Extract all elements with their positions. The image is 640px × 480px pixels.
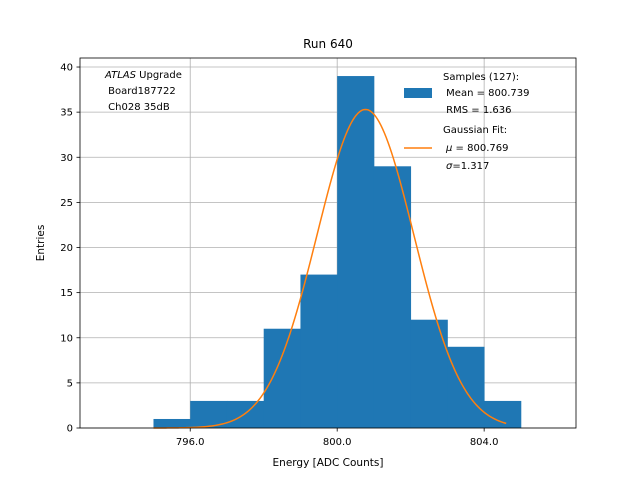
- histogram-bar: [263, 328, 301, 428]
- y-tick-label: 40: [60, 63, 73, 74]
- y-tick-label: 15: [60, 288, 73, 299]
- histogram-bar: [373, 166, 412, 429]
- y-tick-label: 35: [60, 108, 73, 119]
- x-axis-label: Energy [ADC Counts]: [273, 457, 384, 469]
- atlas-annotation: ATLAS Upgrade Board187722 Ch028 35dB: [104, 70, 182, 113]
- x-tick-label: 804.0: [470, 437, 499, 448]
- histogram-bar: [484, 400, 522, 428]
- y-tick-label: 10: [60, 333, 73, 344]
- legend-samples-line-3: RMS = 1.636: [443, 105, 511, 116]
- annotation-line-1: ATLAS Upgrade: [104, 70, 182, 81]
- histogram-bar: [447, 346, 485, 428]
- legend-sigma-symbol: σ: [446, 161, 453, 172]
- histogram-bar: [153, 418, 191, 428]
- histogram-bar: [337, 76, 375, 429]
- annotation-line-3: Ch028 35dB: [105, 102, 170, 113]
- plot-frame: [79, 57, 577, 429]
- legend-mu-value: = 800.769: [452, 143, 508, 154]
- annotation-upgrade-word: Upgrade: [136, 70, 182, 81]
- x-tick-label: 800.0: [323, 437, 352, 448]
- histogram-bar: [226, 400, 265, 428]
- legend-samples-swatch: [404, 88, 432, 98]
- legend-samples-line-1: Samples (127):: [443, 72, 519, 83]
- y-tick-label: 20: [60, 243, 73, 254]
- y-tick-label: 30: [60, 153, 73, 164]
- y-tick-label: 25: [60, 198, 73, 209]
- legend: Samples (127): Mean = 800.739 RMS = 1.63…: [404, 72, 530, 172]
- fit-layer: [153, 108, 507, 429]
- x-tick-label: 796.0: [176, 437, 205, 448]
- gaussian-fit-curve: [153, 108, 507, 429]
- y-tick-label: 0: [67, 424, 73, 435]
- legend-samples-line-2: Mean = 800.739: [443, 88, 530, 99]
- annotation-atlas-word: ATLAS: [104, 70, 137, 81]
- x-axis-ticks: 796.0 800.0 804.0: [176, 428, 499, 448]
- legend-fit-sigma: σ=1.317: [446, 161, 489, 172]
- legend-fit-title: Gaussian Fit:: [443, 125, 507, 136]
- annotation-line-2: Board187722: [105, 86, 176, 97]
- chart-title: Run 640: [303, 37, 353, 51]
- histogram-bar: [300, 274, 338, 428]
- legend-fit-mu: μ = 800.769: [445, 143, 508, 154]
- y-axis-label: Entries: [35, 225, 47, 262]
- y-axis-ticks: 0 5 10 15 20 25 30 35 40: [60, 63, 80, 435]
- histogram-bars: [153, 76, 522, 429]
- y-tick-label: 5: [67, 378, 73, 389]
- legend-sigma-value: =1.317: [452, 161, 489, 172]
- legend-mu-symbol: μ: [445, 143, 452, 154]
